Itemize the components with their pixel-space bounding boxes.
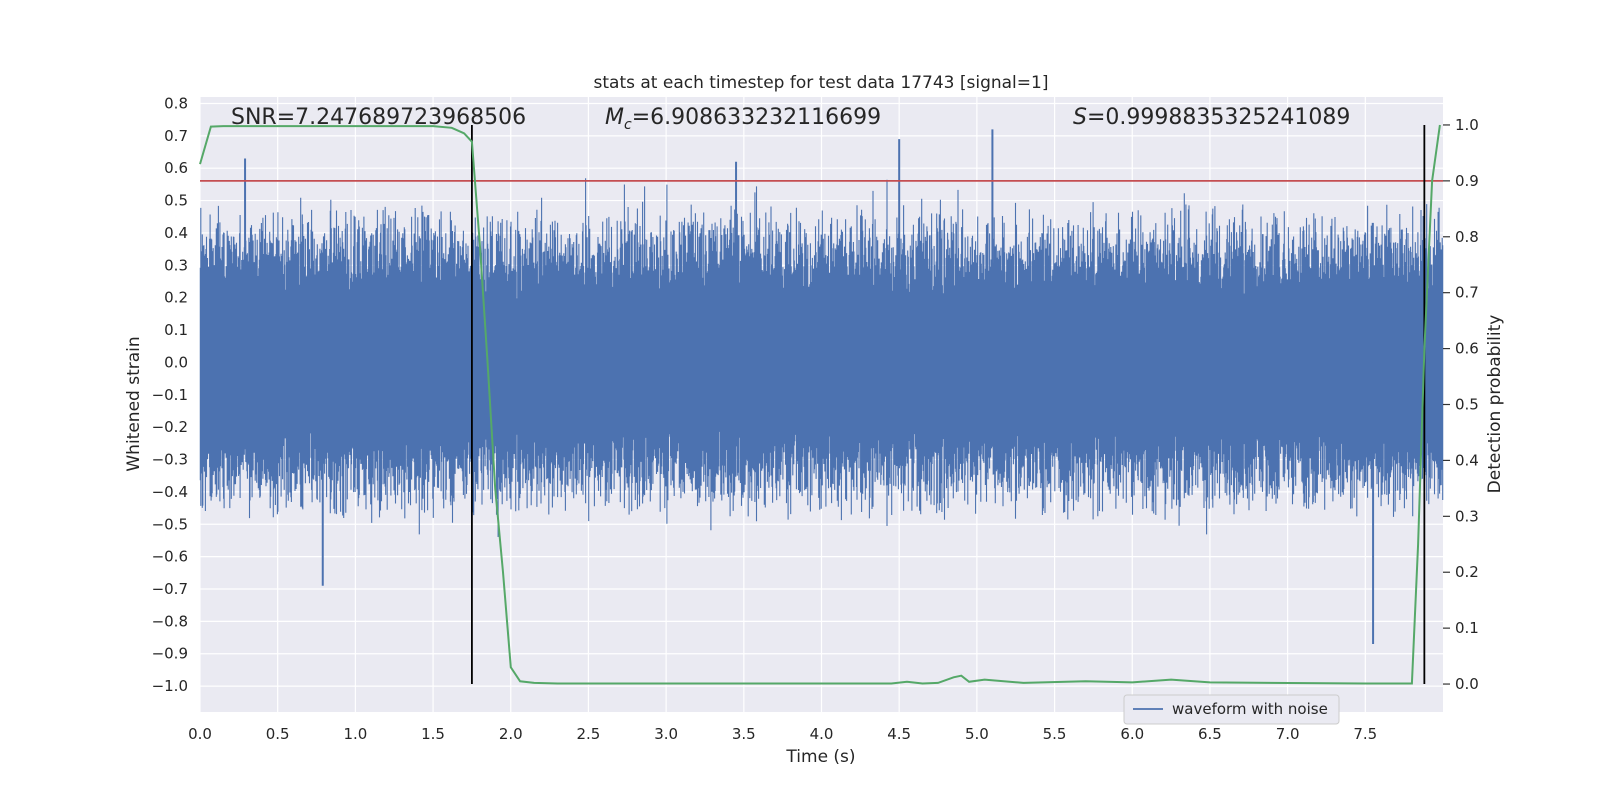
chirp-mass-annotation: Mc=6.908633232116699 — [605, 105, 881, 133]
x-ticks: 0.0 0.5 1.0 1.5 2.0 2.5 3.0 3.5 4.0 4.5 5.0 5.5 6.0 6… — [188, 725, 1377, 743]
x-tick-label: 2.0 — [499, 725, 523, 743]
snr-annotation: SNR=7.247689723968506 — [231, 105, 526, 130]
y-tick-label: −0.7 — [152, 580, 188, 598]
y-tick-label: 0.5 — [164, 192, 188, 210]
x-tick-label: 5.0 — [965, 725, 989, 743]
y2-tick-label: 0.0 — [1455, 675, 1479, 693]
x-axis-label: Time (s) — [785, 747, 855, 767]
y2-tick-label: 0.8 — [1455, 228, 1479, 246]
y2-tick-label: 0.5 — [1455, 396, 1479, 414]
chart-title: stats at each timestep for test data 177… — [594, 73, 1049, 93]
x-tick-label: 2.5 — [577, 725, 601, 743]
x-tick-label: 6.5 — [1198, 725, 1222, 743]
y2-axis-label: Detection probability — [1485, 315, 1505, 494]
y2-tick-label: 0.6 — [1455, 340, 1479, 358]
y2-tick-label: 0.9 — [1455, 172, 1479, 190]
mc-symbol: M — [605, 105, 624, 130]
y2-tick-label: 0.2 — [1455, 563, 1479, 581]
mc-subscript: c — [624, 117, 632, 133]
mc-value: =6.908633232116699 — [632, 105, 881, 130]
y-tick-label: −0.3 — [152, 451, 188, 469]
score-annotation: S=0.9998835325241089 — [1073, 105, 1350, 130]
s-symbol: S — [1073, 105, 1087, 130]
y-tick-label: −0.1 — [152, 386, 188, 404]
legend-label: waveform with noise — [1172, 700, 1328, 718]
x-tick-label: 6.0 — [1120, 725, 1144, 743]
x-tick-label: 3.0 — [654, 725, 678, 743]
x-tick-label: 1.5 — [421, 725, 445, 743]
x-tick-label: 4.0 — [810, 725, 834, 743]
y-tick-label: 0.6 — [164, 159, 188, 177]
y-tick-label: 0.8 — [164, 94, 188, 112]
y-axis-label: Whitened strain — [124, 336, 144, 471]
legend-box — [1123, 694, 1340, 725]
legend: waveform with noise — [1123, 694, 1340, 725]
y-tick-label: 0.7 — [164, 127, 188, 145]
x-tick-label: 3.5 — [732, 725, 756, 743]
x-tick-label: 4.5 — [887, 725, 911, 743]
x-tick-label: 5.5 — [1043, 725, 1067, 743]
y-tick-label: −0.4 — [152, 483, 188, 501]
y2-tick-label: 1.0 — [1455, 116, 1479, 134]
y-tick-label: −0.5 — [152, 515, 188, 533]
boundary-lines — [471, 124, 1426, 685]
x-tick-label: 1.0 — [343, 725, 367, 743]
probability-line — [199, 124, 1441, 685]
x-tick-label: 0.0 — [188, 725, 212, 743]
y-tick-label: −0.9 — [152, 645, 188, 663]
y2-tick-label: 0.1 — [1455, 619, 1479, 637]
y2-tick-label: 0.7 — [1455, 284, 1479, 302]
y-tick-label: 0.1 — [164, 321, 188, 339]
x-tick-label: 7.0 — [1276, 725, 1300, 743]
y-tick-label: −1.0 — [152, 677, 188, 695]
y-tick-label: −0.8 — [152, 612, 188, 630]
y2-tick-label: 0.4 — [1455, 451, 1479, 469]
y-tick-label: 0.4 — [164, 224, 188, 242]
y-tick-label: −0.2 — [152, 418, 188, 436]
s-value: =0.9998835325241089 — [1087, 105, 1350, 130]
y-ticks-right: 1.0 0.9 0.8 0.7 0.6 0.5 0.4 0.3 0.2 0.1 0.0 — [1443, 116, 1479, 693]
y-ticks-left: 0.8 0.7 0.6 0.5 0.4 0.3 0.2 0.1 0.0 −0.1 −0.2 −0.3 −… — [152, 94, 188, 695]
y-tick-label: −0.6 — [152, 548, 188, 566]
y-tick-label: 0.3 — [164, 256, 188, 274]
x-tick-label: 0.5 — [266, 725, 290, 743]
waveform-noise-path — [199, 178, 1444, 537]
y-tick-label: 0.0 — [164, 353, 188, 371]
waveform-series — [199, 129, 1444, 645]
y2-tick-label: 0.3 — [1455, 507, 1479, 525]
x-tick-label: 7.5 — [1353, 725, 1377, 743]
y-tick-label: 0.2 — [164, 289, 188, 307]
probability-series — [199, 124, 1441, 685]
